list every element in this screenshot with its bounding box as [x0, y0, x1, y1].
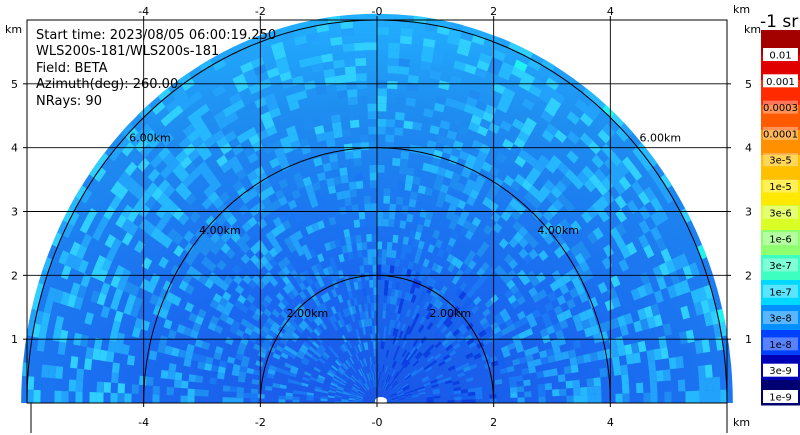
- azimuth-label: Azimuth(deg): 260.00: [36, 77, 178, 92]
- y-tick-label-left: 5: [11, 78, 18, 91]
- colorbar-tick-label: 3e-9: [769, 366, 792, 377]
- colorbar-band: [761, 255, 800, 281]
- y-tick-label-right: 2: [745, 269, 752, 282]
- colorbar-tick-label: 1e-6: [769, 235, 792, 246]
- colorbar-band: [761, 180, 800, 206]
- field-cells: [22, 15, 728, 403]
- colorbar-tick-label: 1e-7: [769, 287, 792, 298]
- x-tick-label-bottom: -4: [138, 416, 149, 429]
- x-tick-label-top: 4: [607, 5, 614, 18]
- x-tick-label-bottom: -2: [255, 416, 266, 429]
- x-tick-label-top: -4: [138, 5, 149, 18]
- colorbar-tick-label: 0.0001: [763, 129, 798, 140]
- colorbar-band: [761, 330, 800, 356]
- field-label: Field: BETA: [36, 61, 108, 76]
- colorbar-label-bg: [763, 232, 798, 246]
- x-tick-label-bottom: 4: [607, 416, 614, 429]
- colorbar-label-bg: [763, 311, 798, 325]
- colorbar-tick-label: 0.01: [769, 51, 791, 62]
- colorbar-label-bg: [763, 179, 798, 193]
- x-tick-label-top: 2: [490, 5, 497, 18]
- colorbar-label-bg: [763, 153, 798, 167]
- colorbar-tick-label: 3e-5: [769, 156, 792, 167]
- y-tick-label-right: 3: [745, 206, 752, 219]
- colorbar-band: [761, 155, 800, 181]
- y-tick-label-left: 3: [11, 206, 18, 219]
- colorbar-tick-label: 0.0003: [763, 103, 798, 114]
- range-ring-label: 6.00km: [129, 131, 171, 144]
- x-tick-label-bottom: 2: [490, 416, 497, 429]
- colorbar-band: [761, 305, 800, 331]
- colorbar-band: [761, 280, 800, 306]
- y-tick-label-right: 4: [745, 142, 752, 155]
- axes: -4 -4 -2 -2 -0 -0 2 2 4 4 1 1 2 2 3 3 4 4 5 5 km km km km: [5, 3, 761, 433]
- colorbar-label-bg: [763, 363, 798, 377]
- colorbar-tick-label: 3e-8: [769, 314, 792, 325]
- colorbar-band: [761, 130, 800, 156]
- colorbar-label-bg: [763, 100, 798, 114]
- colorbar-unit-label: -1 sr: [760, 12, 798, 32]
- y-unit-right: km: [744, 23, 761, 36]
- range-ring-label: 4.00km: [537, 224, 579, 237]
- start-time-label: Start time: 2023/08/05 06:00:19.250: [36, 28, 276, 43]
- x-unit-top: km: [733, 3, 750, 16]
- range-ring-label: 6.00km: [640, 131, 682, 144]
- instrument-label: WLS200s-181/WLS200s-181: [36, 44, 219, 59]
- colorbar-band: [761, 205, 800, 231]
- colorbar-band: [761, 230, 800, 256]
- y-tick-label-right: 1: [745, 333, 752, 346]
- x-unit-bottom: km: [733, 416, 750, 429]
- colorbar-label-bg: [763, 284, 798, 298]
- colorbar-tick-label: 1e-5: [769, 182, 792, 193]
- colorbar-label-bg: [763, 258, 798, 272]
- x-tick-label-top: -2: [255, 5, 266, 18]
- x-tick-label-bottom: -0: [372, 416, 383, 429]
- range-ring-label: 4.00km: [199, 224, 241, 237]
- y-tick-label-left: 4: [11, 142, 18, 155]
- colorbar-tick-label: 3e-7: [769, 261, 792, 272]
- colorbar-band: [761, 105, 800, 131]
- colorbar-label-bg: [763, 337, 798, 351]
- range-ring-label: 2.00km: [430, 307, 472, 320]
- range-ring: [259, 274, 495, 404]
- range-ring-label: 2.00km: [287, 307, 329, 320]
- range-ring: [143, 147, 611, 404]
- y-tick-label-right: 5: [745, 78, 752, 91]
- colorbar: 0.01 0.001 0.0003 0.0001 3e-5 1e-5 3e-6 1e-6 3e-…: [761, 30, 800, 406]
- y-unit-left: km: [5, 23, 22, 36]
- colorbar-label-bg: [763, 126, 798, 140]
- y-tick-label-left: 2: [11, 269, 18, 282]
- colorbar-label-bg: [763, 390, 798, 403]
- colorbar-tick-label: 3e-6: [769, 208, 792, 219]
- colorbar-label-bg: [763, 48, 798, 61]
- y-tick-label-left: 1: [11, 333, 18, 346]
- info-panel: Start time: 2023/08/05 06:00:19.250 WLS2…: [36, 28, 276, 109]
- colorbar-tick-label: 1e-8: [769, 340, 792, 351]
- colorbar-label-bg: [763, 205, 798, 219]
- nrays-label: NRays: 90: [36, 94, 102, 109]
- colorbar-tick-label: 1e-9: [769, 393, 792, 404]
- colorbar-label-bg: [763, 74, 798, 88]
- colorbar-tick-label: 0.001: [766, 77, 795, 88]
- x-tick-label-top: -0: [372, 5, 383, 18]
